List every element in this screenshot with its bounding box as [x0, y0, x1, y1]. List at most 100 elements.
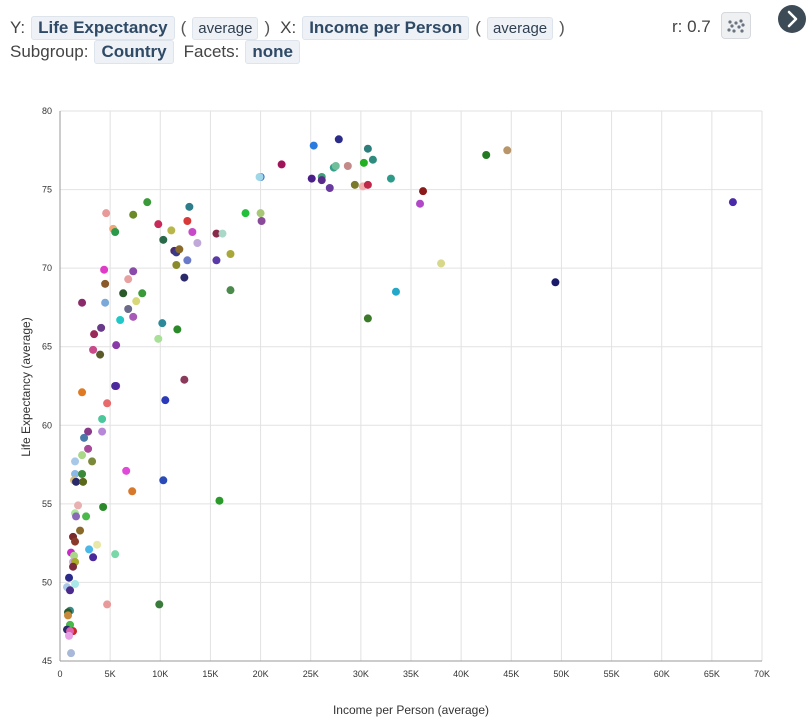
data-point[interactable] — [65, 573, 74, 582]
data-point[interactable] — [103, 600, 112, 609]
data-point[interactable] — [74, 501, 83, 510]
data-point[interactable] — [132, 297, 141, 306]
data-point[interactable] — [72, 512, 81, 521]
data-point[interactable] — [307, 174, 316, 183]
data-point[interactable] — [331, 162, 340, 170]
data-point[interactable] — [124, 305, 133, 313]
data-point[interactable] — [64, 611, 73, 620]
data-point[interactable] — [277, 160, 286, 169]
data-point[interactable] — [72, 477, 81, 486]
data-point[interactable] — [226, 250, 235, 258]
data-point[interactable] — [503, 146, 512, 155]
data-point[interactable] — [154, 220, 163, 229]
data-point[interactable] — [226, 286, 235, 295]
data-point[interactable] — [241, 209, 250, 218]
data-point[interactable] — [98, 427, 107, 436]
data-point[interactable] — [116, 316, 125, 324]
data-point[interactable] — [482, 151, 491, 159]
data-point[interactable] — [255, 173, 264, 181]
data-point[interactable] — [419, 187, 428, 196]
data-point[interactable] — [82, 512, 91, 521]
data-point[interactable] — [159, 235, 168, 244]
data-point[interactable] — [119, 289, 128, 298]
data-point[interactable] — [66, 586, 75, 595]
data-point[interactable] — [71, 580, 80, 588]
y-variable-select[interactable]: Life Expectancy — [31, 16, 175, 40]
data-point[interactable] — [101, 279, 110, 288]
data-point[interactable] — [185, 202, 194, 211]
data-point[interactable] — [350, 180, 359, 189]
data-point[interactable] — [102, 209, 111, 218]
data-point[interactable] — [325, 184, 334, 192]
data-point[interactable] — [78, 451, 87, 460]
data-point[interactable] — [111, 228, 120, 236]
data-point[interactable] — [161, 396, 170, 405]
data-point[interactable] — [90, 330, 99, 339]
data-point[interactable] — [78, 388, 87, 397]
next-button[interactable] — [778, 5, 806, 33]
data-point[interactable] — [97, 323, 106, 332]
data-point[interactable] — [98, 415, 107, 423]
data-point[interactable] — [183, 256, 192, 265]
data-point[interactable] — [67, 649, 76, 658]
data-point[interactable] — [76, 526, 85, 535]
data-point[interactable] — [124, 275, 133, 284]
data-point[interactable] — [96, 350, 105, 359]
data-point[interactable] — [155, 600, 164, 609]
data-point[interactable] — [257, 217, 266, 225]
y-aggregation-select[interactable]: average — [192, 16, 259, 40]
data-point[interactable] — [84, 427, 93, 436]
data-point[interactable] — [167, 226, 176, 235]
data-point[interactable] — [183, 217, 192, 225]
data-point[interactable] — [309, 141, 318, 150]
data-point[interactable] — [111, 550, 120, 559]
data-point[interactable] — [112, 341, 121, 350]
data-point[interactable] — [93, 540, 102, 549]
x-aggregation-select[interactable]: average — [486, 16, 554, 40]
data-point[interactable] — [89, 345, 98, 354]
data-point[interactable] — [317, 176, 326, 185]
data-point[interactable] — [69, 562, 78, 571]
data-point[interactable] — [88, 457, 97, 466]
data-point[interactable] — [175, 245, 184, 254]
data-point[interactable] — [173, 325, 182, 334]
data-point[interactable] — [65, 631, 74, 640]
data-point[interactable] — [71, 470, 80, 478]
data-point[interactable] — [138, 289, 147, 298]
data-point[interactable] — [193, 239, 202, 247]
data-point[interactable] — [212, 229, 221, 238]
data-point[interactable] — [71, 537, 80, 546]
data-point[interactable] — [143, 198, 152, 207]
x-variable-select[interactable]: Income per Person — [302, 16, 470, 40]
data-point[interactable] — [188, 228, 197, 236]
data-point[interactable] — [71, 457, 80, 466]
data-point[interactable] — [256, 209, 265, 218]
chart-type-button[interactable] — [721, 12, 751, 39]
data-point[interactable] — [172, 261, 181, 269]
data-point[interactable] — [89, 553, 98, 562]
data-point[interactable] — [70, 551, 79, 560]
data-point[interactable] — [363, 144, 372, 153]
data-point[interactable] — [80, 433, 89, 442]
data-point[interactable] — [84, 444, 93, 453]
data-point[interactable] — [78, 470, 87, 478]
data-point[interactable] — [100, 265, 109, 274]
data-point[interactable] — [359, 158, 368, 167]
data-point[interactable] — [368, 155, 377, 164]
subgroup-select[interactable]: Country — [94, 40, 174, 64]
data-point[interactable] — [437, 259, 446, 268]
data-point[interactable] — [391, 287, 400, 296]
data-point[interactable] — [728, 198, 737, 207]
data-point[interactable] — [218, 229, 227, 238]
data-point[interactable] — [103, 399, 112, 408]
data-point[interactable] — [78, 298, 87, 307]
data-point[interactable] — [129, 210, 138, 219]
data-point[interactable] — [416, 199, 425, 208]
data-point[interactable] — [551, 278, 560, 287]
data-point[interactable] — [363, 180, 372, 189]
data-point[interactable] — [101, 298, 110, 307]
facets-select[interactable]: none — [245, 40, 300, 64]
data-point[interactable] — [363, 314, 372, 323]
data-point[interactable] — [99, 503, 108, 511]
data-point[interactable] — [386, 174, 395, 183]
